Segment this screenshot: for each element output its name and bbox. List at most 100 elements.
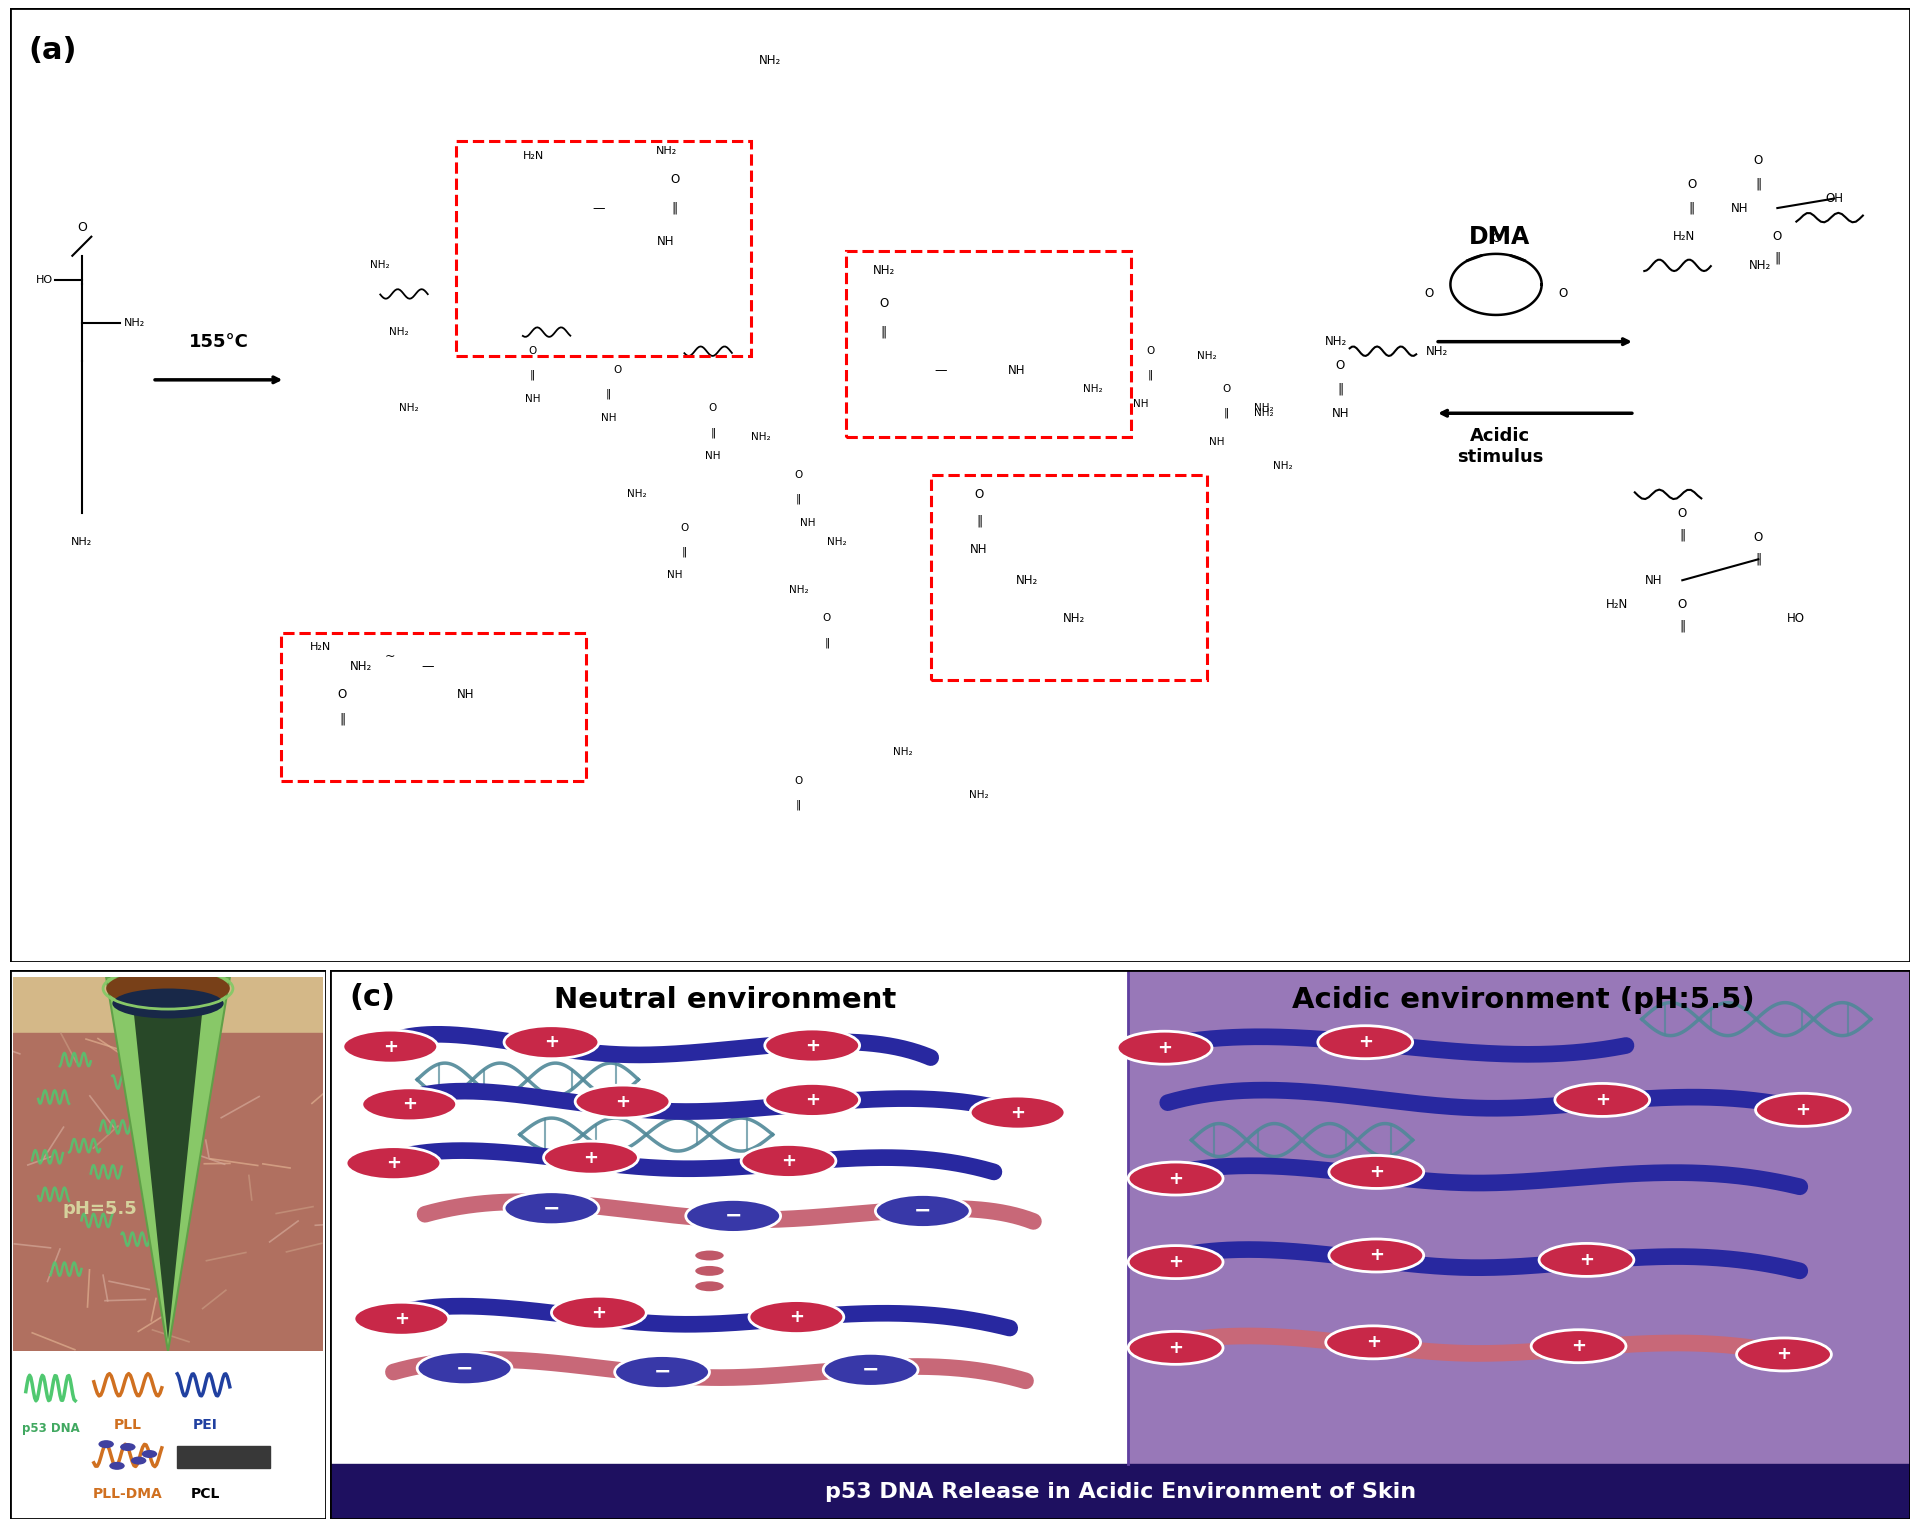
Text: O: O [1753,531,1763,544]
Text: ‖: ‖ [824,637,829,647]
Text: NH₂: NH₂ [71,538,92,547]
Text: ‖: ‖ [795,799,801,809]
Text: +: + [1795,1101,1811,1119]
Circle shape [417,1351,513,1385]
Text: ‖: ‖ [672,202,678,215]
Text: O: O [1492,232,1501,246]
Text: +: + [1167,1254,1183,1270]
Circle shape [353,1303,449,1335]
Ellipse shape [113,988,223,1019]
Text: NH: NH [1331,406,1350,420]
Text: (a): (a) [29,37,77,66]
Text: NH₂: NH₂ [371,260,390,270]
Text: (c): (c) [349,983,396,1012]
Text: DMA: DMA [1469,224,1530,249]
Text: +: + [401,1095,417,1113]
Bar [177,1446,271,1469]
Text: ‖: ‖ [340,712,346,725]
Text: Acidic environment (pH:5.5): Acidic environment (pH:5.5) [1292,986,1755,1014]
Circle shape [1317,1026,1413,1058]
Circle shape [876,1194,970,1228]
Text: NH₂: NH₂ [1064,612,1085,625]
Text: ‖: ‖ [1223,408,1229,418]
Text: ‖: ‖ [881,325,887,339]
Text: NH: NH [666,571,684,580]
Text: pH=5.5: pH=5.5 [63,1200,138,1219]
Text: O: O [670,173,680,186]
Text: +: + [1158,1038,1171,1057]
Text: ‖: ‖ [1755,177,1761,191]
Text: +: + [1571,1338,1586,1354]
Text: NH: NH [1133,399,1148,409]
Text: ‖: ‖ [605,389,611,400]
Text: +: + [1167,1339,1183,1358]
Text: O: O [1688,177,1697,191]
Text: ‖: ‖ [795,493,801,504]
Text: NH₂: NH₂ [1427,345,1448,357]
Text: O: O [680,522,689,533]
Text: +: + [781,1151,797,1170]
Text: NH₂: NH₂ [399,403,419,414]
Circle shape [346,1147,442,1180]
Text: ‖: ‖ [1336,383,1344,395]
Circle shape [1329,1156,1425,1188]
Text: +: + [1369,1164,1384,1180]
Text: NH₂: NH₂ [628,489,647,499]
Circle shape [749,1301,843,1333]
Circle shape [1117,1031,1212,1064]
Text: −: − [862,1361,879,1380]
Text: NH₂: NH₂ [657,145,678,156]
Circle shape [361,1087,457,1121]
Text: Acidic
stimulus: Acidic stimulus [1457,428,1544,466]
Circle shape [741,1144,835,1177]
Text: O: O [1336,359,1344,373]
Text: O: O [708,403,716,414]
Text: O: O [77,220,86,234]
Ellipse shape [106,970,230,1008]
Text: ‖: ‖ [1755,553,1761,567]
Text: +: + [1167,1170,1183,1188]
Text: ‖: ‖ [1680,528,1686,542]
Text: +: + [382,1038,397,1055]
Text: NH₂: NH₂ [1016,574,1037,586]
Text: —: — [593,202,605,215]
Text: p53 DNA Release in Acidic Environment of Skin: p53 DNA Release in Acidic Environment of… [826,1481,1415,1503]
Text: O: O [795,776,803,786]
Text: O: O [1772,231,1782,243]
Text: PLL: PLL [113,1419,142,1432]
Text: NH₂: NH₂ [1254,403,1275,414]
Text: NH₂: NH₂ [349,660,372,673]
Text: +: + [1578,1251,1594,1269]
Text: ‖: ‖ [682,547,687,557]
Text: O: O [1146,347,1154,356]
Bar [13,977,323,1044]
Circle shape [614,1356,710,1388]
Circle shape [505,1026,599,1058]
Text: NH₂: NH₂ [828,538,847,547]
Text: NH₂: NH₂ [893,747,912,757]
Text: O: O [879,296,889,310]
Bar [1129,970,1910,1464]
Text: ‖: ‖ [1148,370,1152,380]
Text: −: − [653,1362,670,1382]
Text: −: − [914,1200,931,1222]
Text: NH₂: NH₂ [758,53,781,67]
Text: O: O [1678,597,1688,611]
Text: O: O [795,470,803,481]
Text: O: O [973,487,983,501]
Bar [330,1464,1910,1519]
Text: p53 DNA: p53 DNA [21,1422,79,1435]
Text: O: O [1753,154,1763,166]
Text: ‖: ‖ [1680,620,1686,632]
Text: NH: NH [1008,363,1025,377]
Text: NH: NH [705,450,720,461]
Circle shape [1530,1330,1626,1362]
Circle shape [551,1296,647,1328]
Text: O: O [614,365,622,376]
Text: NH₂: NH₂ [123,318,144,328]
Text: O: O [1221,385,1231,394]
Text: −: − [543,1199,561,1219]
Circle shape [505,1191,599,1225]
Text: −: − [455,1358,474,1379]
Text: O: O [338,689,348,701]
